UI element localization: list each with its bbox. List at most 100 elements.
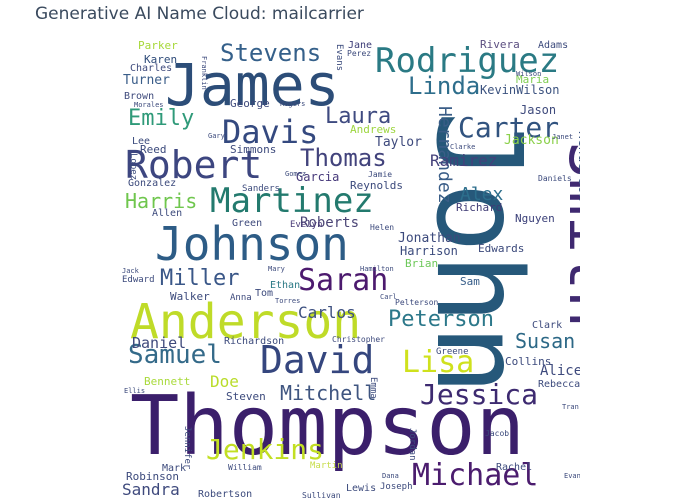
- cloud-word: Allen: [152, 208, 183, 219]
- cloud-word: Richard: [456, 201, 503, 214]
- cloud-word: Jane: [348, 40, 373, 51]
- cloud-word: Sam: [460, 275, 480, 288]
- cloud-word: Linda: [408, 72, 481, 100]
- cloud-word: Clarke: [450, 143, 476, 151]
- cloud-word: Janet: [552, 133, 574, 141]
- cloud-word: Dana: [382, 472, 399, 480]
- cloud-word: Sanders: [242, 184, 280, 194]
- cloud-word: Reed: [140, 143, 167, 156]
- cloud-word: Jessica: [420, 378, 539, 411]
- cloud-word: Walker: [170, 290, 210, 303]
- cloud-word: Maria: [516, 73, 550, 86]
- cloud-word: Henderson: [575, 131, 580, 202]
- cloud-word: Garcia: [296, 170, 340, 184]
- cloud-word: Martinez: [210, 181, 374, 221]
- cloud-word: Jacob: [485, 429, 510, 438]
- cloud-word: Ellis: [124, 387, 146, 395]
- cloud-word: Charles: [130, 63, 173, 74]
- cloud-word: Gonzalez: [128, 178, 177, 189]
- cloud-word: Stevens: [220, 39, 322, 67]
- cloud-word: Alice: [540, 363, 580, 379]
- cloud-word: Lewis: [346, 483, 377, 494]
- cloud-word: Williams: [577, 236, 580, 304]
- cloud-word: Ethan: [270, 280, 301, 291]
- cloud-word: Davis: [222, 113, 319, 151]
- cloud-word: Nguyen: [515, 212, 555, 225]
- cloud-word: Doe: [210, 372, 239, 391]
- cloud-word: Emily: [128, 106, 195, 131]
- cloud-word: Jason: [520, 103, 557, 117]
- cloud-word: Taylor: [375, 135, 422, 150]
- cloud-word: Christopher: [332, 335, 385, 344]
- cloud-word: Jonathan: [398, 231, 461, 246]
- cloud-word: Lee: [132, 136, 151, 147]
- cloud-word: Mitchell: [280, 381, 377, 405]
- cloud-word: Franklin: [200, 56, 208, 90]
- cloud-word: Daniels: [538, 174, 572, 183]
- cloud-word: Collins: [505, 355, 552, 368]
- cloud-word: Alex: [460, 184, 504, 205]
- cloud-word: Wilson: [516, 70, 542, 78]
- cloud-word: Helen: [370, 223, 395, 232]
- cloud-word: Thompson: [130, 379, 525, 474]
- cloud-word: Harris: [125, 189, 198, 213]
- cloud-word: Tran: [562, 403, 579, 411]
- cloud-word: Anderson: [130, 294, 362, 350]
- cloud-word: Morales: [134, 101, 164, 109]
- cloud-word: Lopez: [128, 153, 138, 181]
- cloud-word: Andrews: [350, 123, 397, 136]
- cloud-word: William: [228, 463, 262, 472]
- cloud-word: Greene: [436, 347, 469, 357]
- cloud-word: Carlos: [298, 303, 356, 322]
- cloud-word: Martin: [310, 461, 343, 471]
- cloud-word: Jordan: [407, 428, 417, 461]
- cloud-word: Reynolds: [350, 179, 403, 192]
- cloud-word: Gary: [208, 132, 225, 140]
- cloud-word: Clark: [532, 320, 563, 331]
- cloud-word: Susan: [515, 329, 576, 353]
- cloud-word: Evans: [334, 44, 344, 72]
- cloud-word: Gomez: [285, 170, 307, 178]
- cloud-word: Peterson: [388, 307, 494, 332]
- cloud-word: Karen: [144, 53, 178, 66]
- cloud-word: Jenkins: [206, 433, 325, 466]
- cloud-word: Edward: [122, 275, 155, 285]
- cloud-word: Jamie: [368, 170, 393, 179]
- cloud-word: Torres: [275, 297, 301, 305]
- cloud-word: Roberts: [300, 215, 360, 231]
- word-cloud: Thompson John James Anderson Johnson Smith Rod…: [120, 36, 580, 498]
- cloud-word: Sarah: [298, 263, 389, 298]
- cloud-word: Rogers: [280, 100, 306, 108]
- cloud-word: Laura: [325, 104, 392, 129]
- cloud-word: Emma: [368, 377, 378, 399]
- cloud-word: KevinWilson: [480, 83, 560, 97]
- cloud-word: Jack: [122, 267, 139, 275]
- cloud-word: Richardson: [224, 336, 285, 347]
- cloud-word: Steven: [226, 390, 266, 403]
- cloud-word: Johnson: [155, 217, 349, 271]
- cloud-word: Joseph: [380, 482, 413, 492]
- cloud-word: Parker: [138, 39, 178, 52]
- cloud-word: George: [230, 97, 270, 110]
- cloud-word: Michael: [412, 458, 539, 493]
- cloud-word: Lisa: [402, 345, 475, 380]
- cloud-word: Hamilton: [360, 265, 394, 273]
- cloud-word: David: [260, 338, 375, 382]
- cloud-word: Rodriguez: [375, 41, 560, 81]
- cloud-word: Mark: [162, 463, 187, 474]
- cloud-word: Jackson: [504, 133, 559, 148]
- cloud-word: Thomas: [300, 144, 387, 172]
- cloud-word: Evan: [564, 472, 580, 480]
- cloud-word: James: [165, 51, 340, 119]
- cloud-word: Samuel: [128, 340, 222, 370]
- cloud-word: Edwards: [478, 242, 525, 255]
- cloud-word: Rivera: [480, 38, 520, 51]
- cloud-word: Sullivan: [302, 491, 341, 499]
- cloud-word: Rebecca: [538, 379, 580, 390]
- cloud-word: Anna: [230, 293, 252, 303]
- cloud-word: Sandra: [122, 480, 180, 498]
- cloud-word: Evelyn: [290, 220, 323, 230]
- cloud-word: Turner: [123, 73, 170, 88]
- cloud-word: Harrison: [400, 244, 458, 258]
- cloud-word: Robinson: [126, 470, 179, 483]
